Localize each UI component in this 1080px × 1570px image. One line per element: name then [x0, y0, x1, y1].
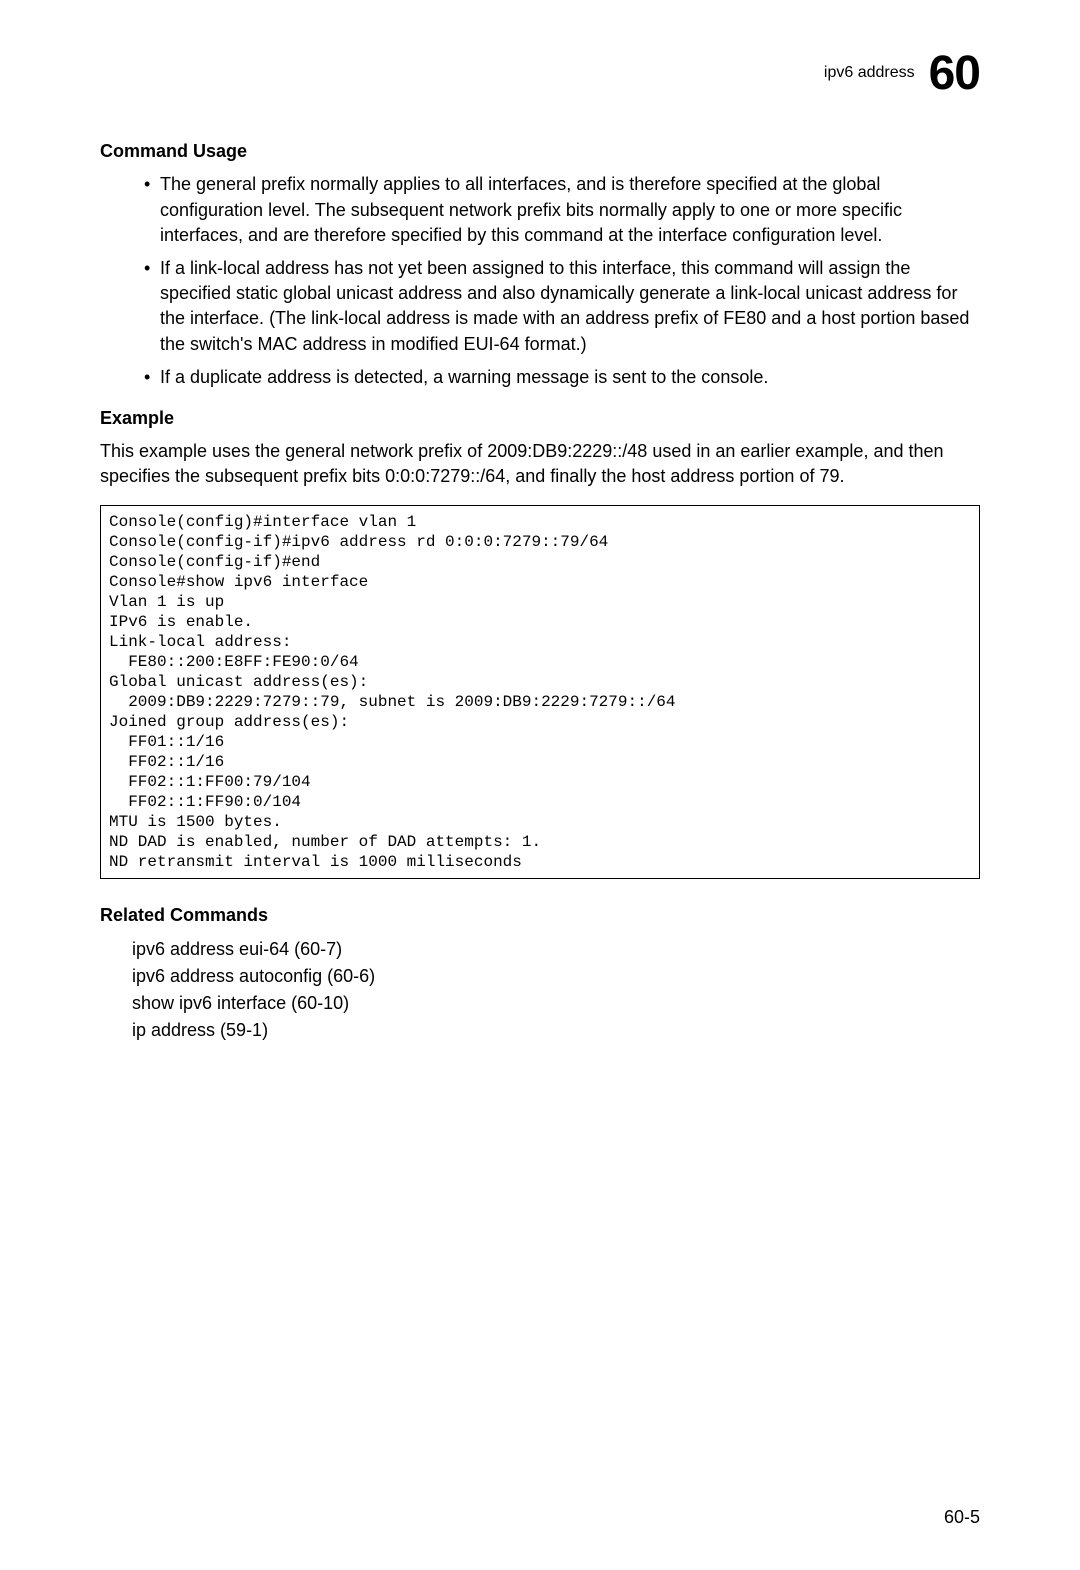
command-usage-heading: Command Usage	[100, 139, 980, 164]
related-commands-heading: Related Commands	[100, 903, 980, 928]
related-item: show ipv6 interface (60-10)	[132, 991, 980, 1016]
related-commands-list: ipv6 address eui-64 (60-7) ipv6 address …	[100, 937, 980, 1044]
list-item: If a duplicate address is detected, a wa…	[144, 365, 980, 390]
related-item: ipv6 address autoconfig (60-6)	[132, 964, 980, 989]
list-item: If a link-local address has not yet been…	[144, 256, 980, 357]
page-header: ipv6 address 60	[100, 40, 980, 107]
command-usage-list: The general prefix normally applies to a…	[100, 172, 980, 390]
related-item: ip address (59-1)	[132, 1018, 980, 1043]
page-number: 60-5	[944, 1505, 980, 1530]
list-item: The general prefix normally applies to a…	[144, 172, 980, 248]
chapter-number: 60	[929, 40, 980, 107]
related-item: ipv6 address eui-64 (60-7)	[132, 937, 980, 962]
code-block: Console(config)#interface vlan 1 Console…	[100, 505, 980, 879]
example-heading: Example	[100, 406, 980, 431]
example-intro: This example uses the general network pr…	[100, 439, 980, 489]
header-label: ipv6 address	[824, 62, 915, 84]
